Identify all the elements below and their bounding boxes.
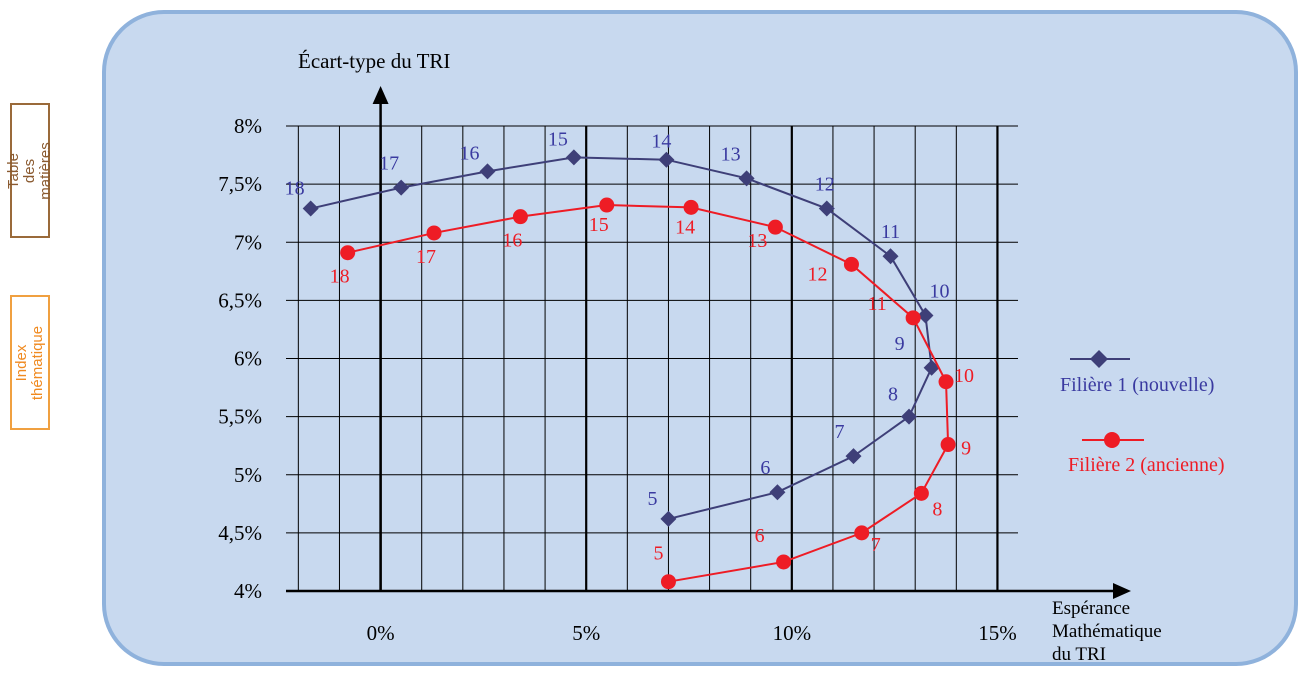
y-tick-label: 4% [234, 579, 262, 603]
x-axis-title: Espérance Mathématique du TRI [1052, 598, 1162, 665]
series-2-point-label: 12 [807, 263, 827, 285]
series-2-point-label: 10 [954, 365, 974, 387]
series-1-point [769, 484, 786, 501]
series-1-point [479, 163, 496, 180]
table-des-matieres-button[interactable]: Table des matières [5, 103, 54, 238]
y-axis-arrow [372, 86, 389, 104]
y-tick-label: 4,5% [218, 521, 262, 545]
series-2-point-label: 16 [502, 230, 522, 252]
series-2-point [512, 209, 528, 225]
series-2-point-label: 11 [868, 293, 887, 315]
series-2-point [660, 574, 676, 590]
y-tick-label: 7% [234, 230, 262, 254]
series-2-point-label: 6 [755, 525, 765, 547]
series-1-point-label: 13 [721, 143, 741, 165]
series-2-point-label: 8 [932, 498, 942, 520]
y-tick-label: 5,5% [218, 405, 262, 429]
series-1-point-label: 16 [460, 142, 480, 164]
y-axis-title: Écart-type du TRI [298, 49, 450, 73]
y-tick-label: 6,5% [218, 288, 262, 312]
series-2-point-label: 18 [330, 266, 350, 288]
series-1-point-label: 12 [815, 174, 835, 196]
series-2-point [843, 256, 859, 272]
series-1-point [818, 200, 835, 217]
series-2-point [905, 310, 921, 326]
series-2-point-label: 14 [675, 216, 695, 238]
series-2-point [767, 219, 783, 235]
axis-titles: Écart-type du TRI Espérance Mathématique du… [298, 49, 1162, 665]
x-tick-label: 10% [773, 621, 812, 645]
y-tick-label: 8% [234, 114, 262, 138]
series-1-point [738, 170, 755, 187]
y-tick-label: 7,5% [218, 172, 262, 196]
series-2-point-label: 7 [871, 534, 881, 556]
series-1-point-label: 17 [379, 153, 399, 175]
legend-series-2-marker [1104, 432, 1120, 448]
series-1-point-label: 18 [285, 178, 305, 200]
series-2-point [913, 485, 929, 501]
series-1-point [393, 179, 410, 196]
series-2-point-label: 13 [747, 230, 767, 252]
x-axis-arrow [1113, 583, 1131, 599]
series-1-point-label: 7 [835, 421, 845, 443]
x-tick-label: 0% [367, 621, 395, 645]
tick-labels: 4% 4,5% 5% 5,5% 6% 6,5% 7% 7,5% 8% 0% 5% 10% 15% [218, 114, 1016, 645]
series-1-point [660, 510, 677, 527]
series-1-point [882, 248, 899, 265]
chart-panel [102, 10, 1298, 666]
y-tick-label: 6% [234, 347, 262, 371]
series-1-point [901, 408, 918, 425]
series-2-point-label: 17 [416, 246, 436, 268]
series-1-point-label: 15 [548, 128, 568, 150]
series-1-point-label: 9 [895, 333, 905, 355]
grid [286, 125, 1018, 592]
series-1-point-label: 10 [929, 280, 949, 302]
series-1-point-label: 5 [647, 488, 657, 510]
series-1-point-label: 6 [760, 457, 770, 479]
legend-series-1-label: Filière 1 (nouvelle) [1060, 374, 1214, 396]
series-2-point [854, 525, 870, 541]
series-2-point [940, 437, 956, 453]
legend-series-1-marker [1090, 350, 1108, 368]
series-2-line [347, 204, 950, 583]
series-1-line [310, 156, 933, 520]
axes [286, 86, 1131, 599]
series-2-point [683, 199, 699, 215]
series-1-point-label: 14 [651, 131, 671, 153]
legend: Filière 1 (nouvelle) Filière 2 (ancienne) [1060, 350, 1225, 476]
x-tick-label: 5% [572, 621, 600, 645]
series-1-point-label: 11 [881, 221, 900, 243]
series-2-point-label: 5 [653, 543, 663, 565]
point-labels: 5 6 7 8 9 10 11 12 13 14 15 16 17 18 5 6 7 8 9 10 11 12 13 14 15… [285, 128, 974, 564]
legend-series-2-label: Filière 2 (ancienne) [1068, 454, 1225, 476]
series-1-point [658, 151, 675, 168]
series-1-point [917, 307, 934, 324]
x-tick-label: 15% [978, 621, 1017, 645]
series-2-point-label: 9 [961, 438, 971, 460]
series-2-point [776, 554, 792, 570]
series-2-point [426, 225, 442, 241]
series-1-point [923, 359, 940, 376]
series-2-point [599, 197, 615, 213]
series-2-point [340, 245, 356, 261]
series-2-point [938, 374, 954, 390]
series-1-point [565, 149, 582, 166]
series-2-point-label: 15 [589, 214, 609, 236]
series [302, 149, 956, 590]
series-1-point [845, 448, 862, 465]
index-thematique-button[interactable]: Index thématique [10, 295, 50, 430]
y-tick-label: 5% [234, 463, 262, 487]
series-1-point [302, 200, 319, 217]
series-1-point-label: 8 [888, 384, 898, 406]
